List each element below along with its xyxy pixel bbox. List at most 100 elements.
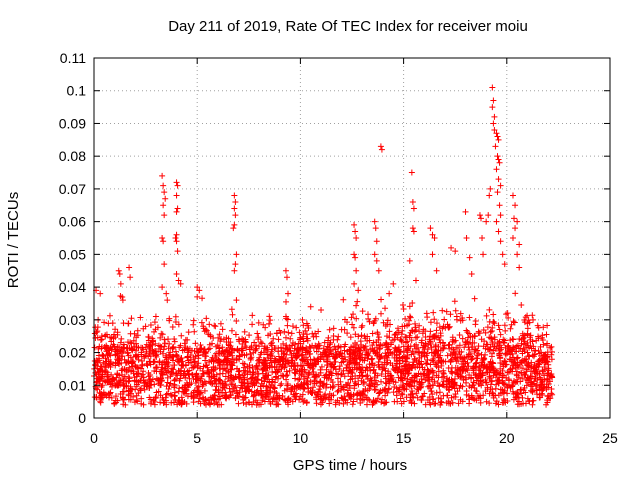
data-point — [230, 225, 237, 232]
background-point — [483, 398, 490, 405]
background-point — [92, 361, 99, 368]
background-point — [486, 400, 493, 407]
background-point — [365, 315, 372, 322]
background-point — [369, 330, 376, 337]
background-point — [372, 377, 379, 384]
background-point — [475, 330, 482, 337]
background-point — [291, 391, 298, 398]
background-point — [135, 344, 142, 351]
background-point — [362, 343, 369, 350]
background-point — [342, 396, 349, 403]
background-point — [277, 329, 284, 336]
background-point — [354, 396, 361, 403]
background-point — [164, 390, 171, 397]
data-point — [174, 182, 181, 189]
data-point — [493, 130, 500, 137]
background-point — [520, 340, 527, 347]
background-point — [502, 327, 509, 334]
background-point — [536, 384, 543, 391]
background-point — [300, 362, 307, 369]
background-point — [315, 328, 322, 335]
background-point — [134, 332, 141, 339]
background-point — [482, 329, 489, 336]
background-point — [453, 368, 460, 375]
background-point — [157, 343, 164, 350]
background-point — [545, 384, 552, 391]
background-point — [504, 350, 511, 357]
background-point — [178, 354, 185, 361]
background-point — [352, 339, 359, 346]
background-point — [330, 392, 337, 399]
data-point — [373, 238, 380, 245]
background-point — [282, 334, 289, 341]
background-point — [285, 329, 292, 336]
background-point — [310, 369, 317, 376]
background-point — [417, 384, 424, 391]
background-point — [279, 392, 286, 399]
background-point — [283, 368, 290, 375]
background-point — [128, 315, 135, 322]
data-point — [351, 280, 358, 287]
data-point — [476, 212, 483, 219]
y-tick-label: 0.04 — [59, 279, 86, 295]
background-point — [151, 381, 158, 388]
background-point — [98, 333, 105, 340]
background-point — [418, 337, 425, 344]
data-point — [233, 297, 240, 304]
background-point — [393, 347, 400, 354]
background-point — [310, 384, 317, 391]
plot-border — [93, 57, 611, 419]
background-point — [209, 393, 216, 400]
background-point — [227, 372, 234, 379]
background-point — [447, 311, 454, 318]
background-point — [204, 364, 211, 371]
data-point — [497, 238, 504, 245]
data-point — [409, 225, 416, 232]
background-point — [121, 383, 128, 390]
background-point — [284, 322, 291, 329]
background-point — [402, 315, 409, 322]
background-point — [329, 361, 336, 368]
background-point — [479, 371, 486, 378]
background-point — [439, 325, 446, 332]
background-point — [112, 393, 119, 400]
data-point — [466, 254, 473, 261]
background-point — [118, 335, 125, 342]
data-point — [512, 225, 519, 232]
data-point — [479, 235, 486, 241]
background-point — [418, 380, 425, 387]
background-point — [265, 354, 272, 361]
background-point — [486, 369, 493, 376]
background-point — [370, 367, 377, 374]
background-point — [440, 392, 447, 399]
data-point — [493, 218, 500, 225]
background-point — [146, 350, 153, 357]
background-point — [202, 326, 209, 333]
background-point — [369, 360, 376, 367]
background-point — [422, 334, 429, 341]
background-point — [411, 328, 418, 335]
background-point — [518, 302, 525, 309]
background-point — [239, 360, 246, 367]
background-point — [489, 389, 496, 396]
background-point — [241, 376, 248, 383]
background-point — [440, 381, 447, 388]
background-point — [297, 340, 304, 347]
background-point — [296, 396, 303, 403]
background-point — [378, 378, 385, 385]
background-point — [239, 335, 246, 342]
data-point — [159, 235, 166, 241]
background-point — [160, 350, 167, 357]
background-point — [545, 392, 552, 399]
data-point — [116, 271, 123, 277]
background-point — [152, 352, 159, 359]
background-point — [309, 365, 316, 372]
background-point — [114, 360, 121, 367]
background-point — [278, 380, 285, 387]
background-point — [422, 401, 429, 408]
data-point — [429, 251, 436, 258]
background-point — [401, 323, 408, 330]
background-point — [236, 367, 243, 374]
background-point — [241, 383, 248, 390]
background-point — [472, 321, 479, 328]
